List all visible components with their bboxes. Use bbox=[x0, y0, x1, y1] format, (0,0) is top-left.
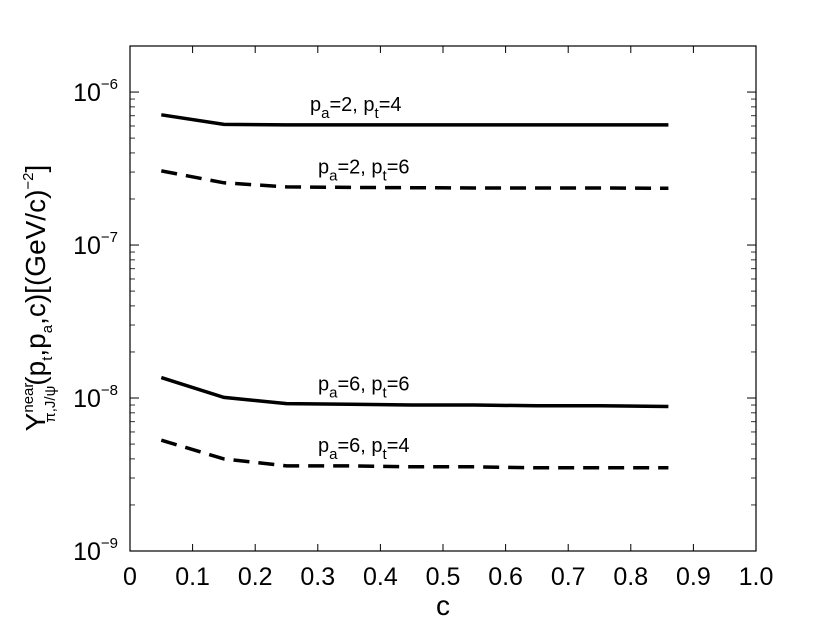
y-tick-label: 10−9 bbox=[73, 535, 118, 566]
x-tick-label: 0 bbox=[123, 563, 137, 591]
y-tick-label: 10−8 bbox=[73, 382, 118, 413]
series-label: pa=2, pt=4 bbox=[310, 94, 402, 122]
x-tick-label: 0.8 bbox=[613, 563, 648, 591]
x-tick-label: 0.5 bbox=[426, 563, 461, 591]
y-axis-label-exp: −2 bbox=[20, 172, 37, 189]
y-axis-label-sub: π,J/ψ bbox=[42, 386, 59, 423]
x-tick-label: 0.4 bbox=[363, 563, 398, 591]
series-line bbox=[160, 375, 669, 409]
series-label: pa=2, pt=6 bbox=[318, 156, 410, 184]
y-axis-label-sup: near bbox=[20, 383, 37, 413]
y-tick-label: 10−6 bbox=[73, 76, 118, 107]
y-axis-label: Ynear π,J/ψ(pt,pa,c)[(GeV/c)−2] bbox=[20, 165, 59, 432]
x-tick-label: 0.7 bbox=[551, 563, 586, 591]
y-axis-label-close: ] bbox=[20, 165, 51, 173]
series-line bbox=[161, 113, 669, 127]
series-line bbox=[160, 169, 669, 191]
y-axis-label-mid: ,p bbox=[20, 333, 51, 356]
series-label: pa=6, pt=6 bbox=[318, 373, 410, 401]
y-tick-label: 10−7 bbox=[73, 229, 118, 260]
x-axis-ticks: 0 0.1 0.2 0.3 0.4 0.5 0.6 0.7 0.8 0.9 1.0 bbox=[123, 46, 773, 591]
y-axis-label-sub-a: a bbox=[39, 324, 56, 333]
series-line bbox=[160, 438, 669, 470]
x-tick-label: 0.9 bbox=[676, 563, 711, 591]
x-tick-label: 0.1 bbox=[175, 563, 210, 591]
series-lines bbox=[160, 113, 669, 470]
series-labels: pa=2, pt=4 pa=2, pt=6 pa=6, pt=6 pa=6, pt=4 bbox=[310, 94, 410, 463]
x-axis-label: c bbox=[436, 590, 450, 621]
x-tick-label: 0.3 bbox=[300, 563, 335, 591]
y-axis-label-tail: ,c)[(GeV/c) bbox=[20, 190, 51, 325]
y-axis-ticks: 10−9 10−8 10−7 10−6 bbox=[73, 45, 756, 566]
y-axis-label-base: Y bbox=[20, 412, 51, 431]
y-axis-label-rest: (p bbox=[20, 361, 51, 386]
x-tick-label: 0.2 bbox=[238, 563, 273, 591]
x-tick-label: 1.0 bbox=[739, 563, 774, 591]
series-label: pa=6, pt=4 bbox=[318, 435, 410, 463]
plot-frame bbox=[129, 45, 757, 552]
y-axis-label-sub-t: t bbox=[39, 356, 56, 361]
x-tick-label: 0.6 bbox=[488, 563, 523, 591]
